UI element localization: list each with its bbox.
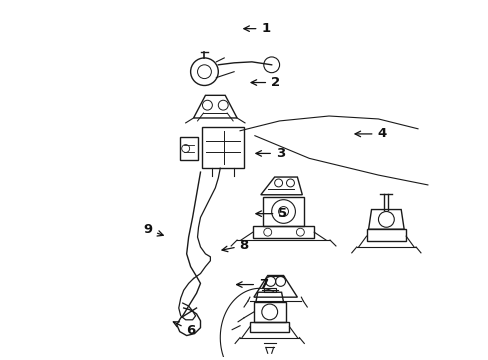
Text: 1: 1 (244, 22, 270, 35)
Text: 4: 4 (354, 127, 386, 140)
Text: 8: 8 (222, 239, 248, 252)
Text: 7: 7 (236, 278, 267, 291)
Text: 6: 6 (173, 322, 195, 337)
Text: 9: 9 (142, 223, 163, 236)
Text: 5: 5 (255, 207, 287, 220)
Text: 3: 3 (255, 147, 285, 160)
Text: 2: 2 (250, 76, 280, 89)
